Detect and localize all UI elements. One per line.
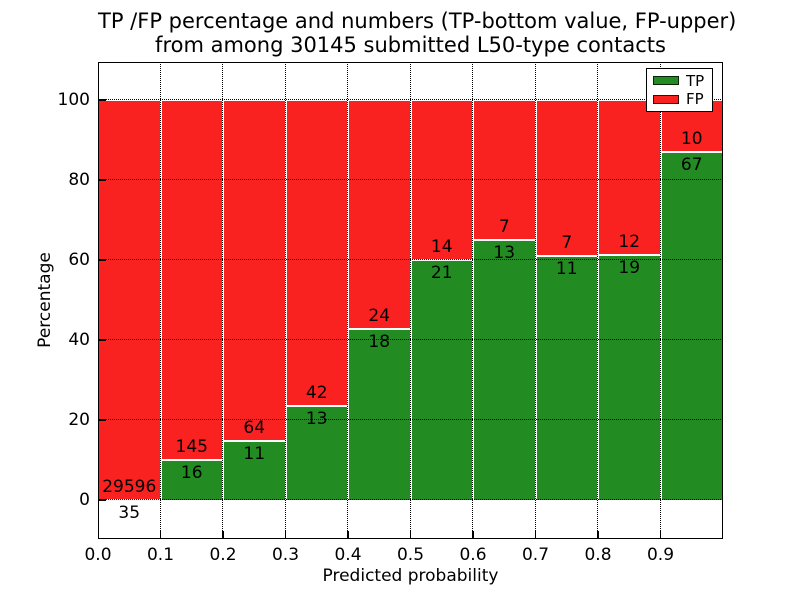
bar-boundary-edge bbox=[223, 440, 286, 443]
x-tick-mark bbox=[98, 531, 99, 539]
tp-count-label: 21 bbox=[430, 263, 453, 283]
x-tick-mark bbox=[284, 531, 287, 539]
x-tick-mark bbox=[659, 531, 662, 539]
v-gridline bbox=[472, 62, 474, 539]
fp-bar-segment bbox=[160, 100, 223, 461]
bar-boundary-edge bbox=[160, 459, 223, 462]
chart-title: TP /FP percentage and numbers (TP-bottom… bbox=[98, 9, 737, 57]
v-gridline bbox=[159, 62, 161, 539]
chart-title-line1: TP /FP percentage and numbers (TP-bottom… bbox=[98, 9, 737, 33]
tp-bar-segment bbox=[348, 328, 411, 500]
bar-boundary-edge bbox=[660, 150, 723, 153]
fp-count-label: 7 bbox=[498, 217, 510, 237]
y-tick-mark bbox=[98, 499, 106, 501]
x-tick-label: 0.7 bbox=[521, 545, 550, 565]
y-tick-label: 100 bbox=[57, 90, 90, 110]
bar-boundary-edge bbox=[348, 327, 411, 330]
legend: TP FP bbox=[646, 68, 713, 112]
tp-bar-segment bbox=[598, 254, 661, 500]
bar-boundary-edge bbox=[535, 254, 598, 257]
x-tick-label: 0.0 bbox=[84, 545, 112, 565]
x-tick-label: 0.8 bbox=[584, 545, 612, 565]
x-tick-label: 0.4 bbox=[334, 545, 362, 565]
fp-count-label: 14 bbox=[430, 237, 453, 257]
legend-label-fp: FP bbox=[686, 90, 704, 109]
x-tick-mark bbox=[472, 531, 474, 539]
y-tick-mark bbox=[98, 419, 106, 421]
v-gridline bbox=[222, 62, 224, 539]
fp-bar-segment bbox=[473, 100, 536, 240]
y-tick-label: 80 bbox=[68, 170, 90, 190]
fp-bar-segment bbox=[223, 100, 286, 442]
tp-bar-segment bbox=[660, 151, 723, 500]
tp-color-swatch bbox=[653, 76, 679, 86]
chart-title-line2: from among 30145 submitted L50-type cont… bbox=[155, 33, 666, 57]
fp-count-label: 145 bbox=[175, 437, 208, 458]
fp-count-label: 29596 bbox=[102, 476, 157, 497]
fp-bar-segment bbox=[535, 100, 598, 256]
y-tick-label: 60 bbox=[68, 250, 90, 270]
v-gridline bbox=[284, 62, 286, 539]
fp-count-label: 42 bbox=[305, 382, 328, 403]
tp-count-label: 16 bbox=[180, 463, 203, 484]
legend-entry-tp: TP bbox=[647, 73, 712, 89]
tp-count-label: 19 bbox=[618, 257, 641, 278]
x-tick-label: 0.3 bbox=[271, 545, 300, 565]
tp-count-label: 35 bbox=[118, 502, 141, 523]
fp-count-label: 10 bbox=[680, 128, 703, 149]
fp-count-label: 24 bbox=[368, 305, 391, 326]
tp-count-label: 18 bbox=[368, 331, 391, 352]
fp-count-label: 12 bbox=[618, 231, 641, 252]
x-tick-label: 0.5 bbox=[396, 545, 425, 565]
fp-bar-segment bbox=[348, 100, 411, 329]
legend-entry-fp: FP bbox=[647, 91, 712, 107]
x-tick-label: 0.9 bbox=[646, 545, 675, 565]
fp-count-label: 7 bbox=[561, 232, 573, 253]
tp-bar-segment bbox=[223, 441, 286, 500]
bar-boundary-edge bbox=[285, 404, 348, 407]
y-tick-label: 20 bbox=[68, 410, 90, 430]
tp-count-label: 11 bbox=[243, 444, 266, 465]
tp-count-label: 11 bbox=[555, 258, 578, 279]
y-tick-mark bbox=[98, 339, 106, 341]
bar-boundary-edge bbox=[473, 239, 536, 241]
x-tick-label: 0.6 bbox=[459, 545, 487, 565]
tp-bar-segment bbox=[160, 460, 223, 500]
v-gridline bbox=[347, 62, 349, 539]
legend-label-tp: TP bbox=[686, 71, 705, 90]
x-tick-mark bbox=[222, 531, 224, 539]
y-tick-label: 40 bbox=[68, 330, 90, 350]
fp-bar-segment bbox=[285, 100, 348, 406]
x-tick-label: 0.1 bbox=[146, 545, 175, 565]
fp-count-label: 64 bbox=[243, 418, 266, 439]
x-tick-label: 0.2 bbox=[209, 545, 237, 565]
tp-bar-segment bbox=[473, 240, 536, 500]
y-tick-mark bbox=[98, 179, 106, 181]
v-gridline bbox=[409, 62, 411, 539]
y-tick-mark bbox=[98, 99, 106, 101]
tp-bar-segment bbox=[285, 405, 348, 500]
tp-bar-segment bbox=[535, 255, 598, 500]
x-tick-mark bbox=[347, 531, 349, 539]
x-tick-mark bbox=[159, 531, 162, 539]
y-tick-label: 0 bbox=[79, 490, 90, 510]
tp-count-label: 67 bbox=[680, 154, 703, 175]
x-tick-mark bbox=[534, 531, 537, 539]
bar-boundary-edge bbox=[598, 253, 661, 256]
x-axis-label: Predicted probability bbox=[322, 566, 499, 586]
v-gridline bbox=[597, 62, 599, 539]
tp-count-label: 13 bbox=[305, 408, 328, 429]
fp-bar-segment bbox=[598, 100, 661, 255]
plot-area: 29596 35 145 16 64 11 42 13 24 18 14 21 7 13 7 11 12 19 10… bbox=[98, 62, 723, 539]
tp-count-label: 13 bbox=[493, 243, 516, 263]
x-tick-mark bbox=[597, 531, 599, 539]
x-tick-mark bbox=[409, 531, 412, 539]
v-gridline bbox=[659, 62, 661, 539]
fp-color-swatch bbox=[653, 94, 679, 104]
v-gridline bbox=[534, 62, 536, 539]
fp-bar-segment bbox=[98, 100, 161, 500]
y-tick-mark bbox=[98, 259, 106, 261]
tp-bar-segment bbox=[410, 260, 473, 500]
